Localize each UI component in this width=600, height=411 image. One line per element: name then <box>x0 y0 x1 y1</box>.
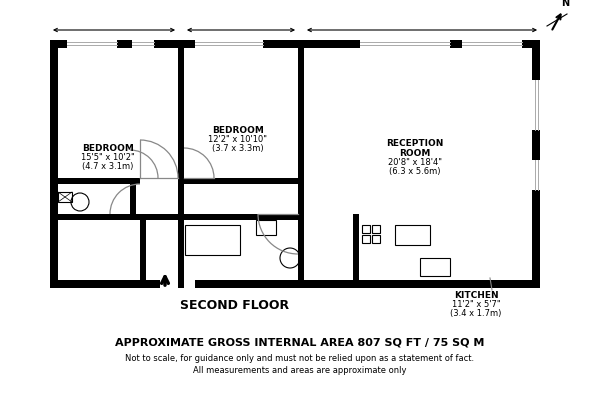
Bar <box>360 40 450 48</box>
Bar <box>185 225 240 255</box>
Bar <box>532 80 540 130</box>
Text: (3.7 x 3.3m): (3.7 x 3.3m) <box>212 143 264 152</box>
Text: RECEPTION: RECEPTION <box>386 139 443 148</box>
Bar <box>362 235 370 243</box>
Bar <box>58 192 72 202</box>
Text: 11'2" x 5'7": 11'2" x 5'7" <box>452 300 500 309</box>
Text: APPROXIMATE GROSS INTERNAL AREA 807 SQ FT / 75 SQ M: APPROXIMATE GROSS INTERNAL AREA 807 SQ F… <box>115 337 485 347</box>
Bar <box>50 40 58 288</box>
Bar <box>178 178 190 184</box>
Bar <box>372 225 380 233</box>
Text: 12'2" x 10'10": 12'2" x 10'10" <box>209 134 268 143</box>
Text: (4.7 x 3.1m): (4.7 x 3.1m) <box>82 162 134 171</box>
Bar <box>50 280 160 288</box>
Bar <box>256 220 276 235</box>
Text: 20'8" x 18'4": 20'8" x 18'4" <box>388 157 442 166</box>
Bar <box>67 40 117 48</box>
Bar <box>372 235 380 243</box>
Bar <box>395 225 430 245</box>
Bar <box>140 214 146 288</box>
Bar <box>50 40 540 48</box>
Text: N: N <box>561 0 569 8</box>
Bar <box>50 214 304 220</box>
Bar <box>130 178 136 220</box>
Bar <box>420 258 450 276</box>
Text: BEDROOM: BEDROOM <box>212 125 264 134</box>
Bar <box>195 280 540 288</box>
Text: 15'5" x 10'2": 15'5" x 10'2" <box>81 152 135 162</box>
Bar <box>178 178 298 184</box>
Text: All measurements and areas are approximate only: All measurements and areas are approxima… <box>193 365 407 374</box>
Bar <box>178 40 184 288</box>
Bar <box>462 40 522 48</box>
Text: KITCHEN: KITCHEN <box>454 291 499 300</box>
Bar <box>132 40 154 48</box>
Text: SECOND FLOOR: SECOND FLOOR <box>181 298 290 312</box>
Bar <box>298 40 304 280</box>
Text: BEDROOM: BEDROOM <box>82 143 134 152</box>
Bar <box>532 40 540 288</box>
Text: (3.4 x 1.7m): (3.4 x 1.7m) <box>451 309 502 318</box>
Text: (6.3 x 5.6m): (6.3 x 5.6m) <box>389 166 441 175</box>
Bar <box>353 214 359 288</box>
Bar <box>532 160 540 190</box>
Bar <box>50 178 140 184</box>
Bar <box>362 225 370 233</box>
Text: Not to scale, for guidance only and must not be relied upon as a statement of fa: Not to scale, for guidance only and must… <box>125 353 475 363</box>
Bar <box>195 40 263 48</box>
Text: ROOM: ROOM <box>400 148 431 157</box>
